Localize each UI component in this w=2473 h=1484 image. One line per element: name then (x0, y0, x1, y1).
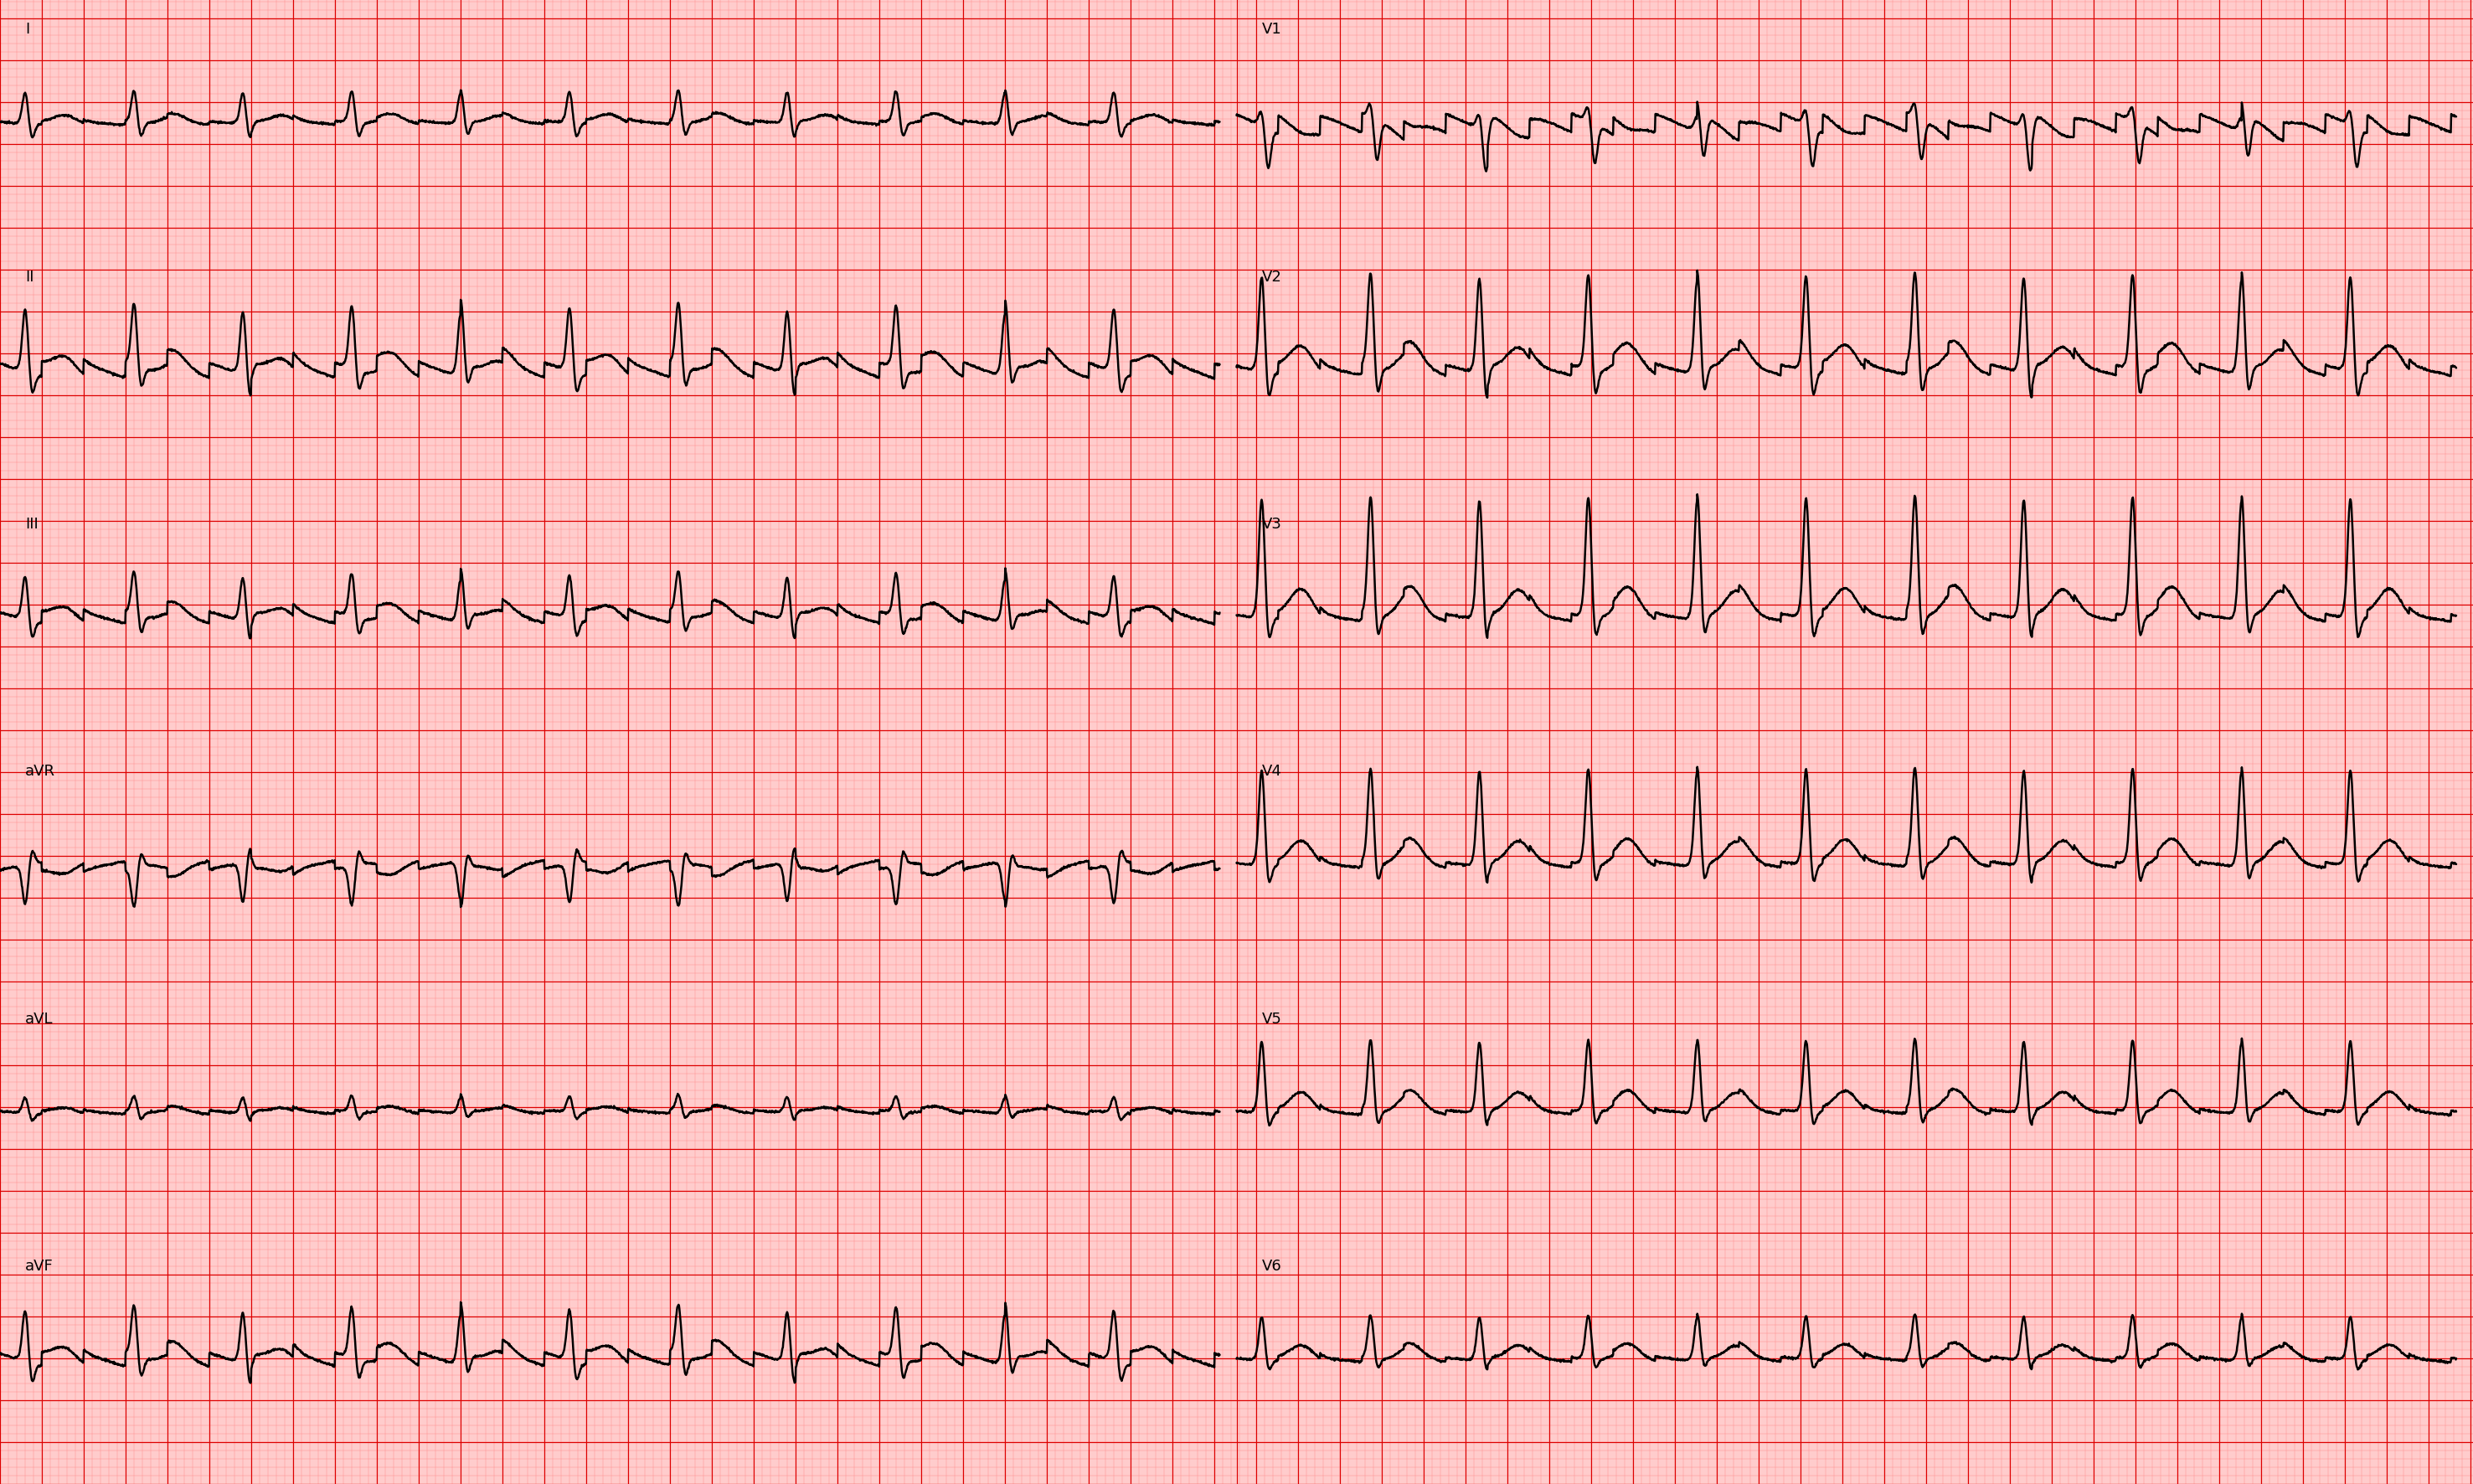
Text: aVL: aVL (25, 1012, 54, 1027)
Text: I: I (25, 22, 30, 37)
Text: V3: V3 (1261, 516, 1281, 531)
Text: V4: V4 (1261, 764, 1281, 779)
Text: aVR: aVR (25, 764, 54, 779)
Text: II: II (25, 270, 35, 285)
Text: V5: V5 (1261, 1012, 1281, 1027)
Text: III: III (25, 516, 37, 531)
Text: V1: V1 (1261, 22, 1281, 37)
Text: aVF: aVF (25, 1258, 54, 1273)
Text: V6: V6 (1261, 1258, 1281, 1273)
Text: V2: V2 (1261, 270, 1281, 285)
